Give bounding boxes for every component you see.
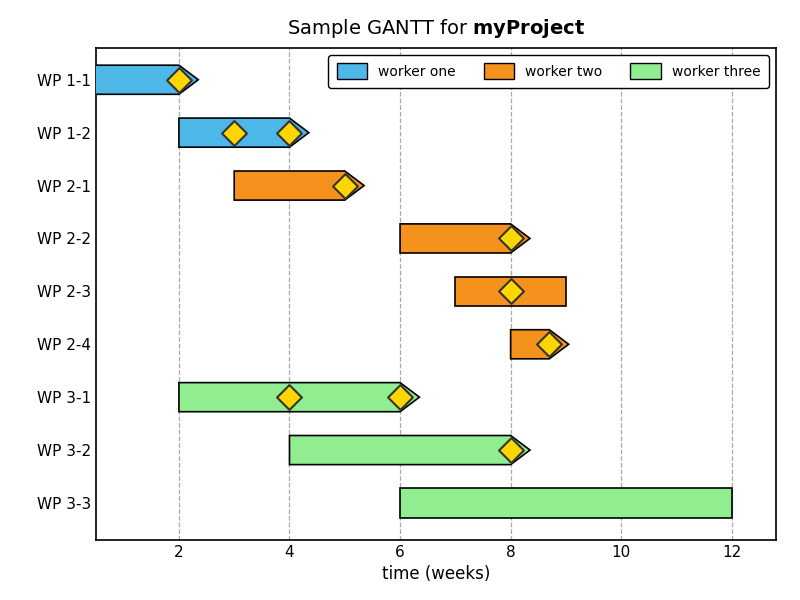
Point: [504, 233, 517, 243]
Point: [543, 340, 556, 349]
Title: Sample GANTT for $\bf{myProject}$: Sample GANTT for $\bf{myProject}$: [287, 17, 585, 40]
Point: [228, 128, 241, 137]
Point: [283, 128, 296, 137]
Polygon shape: [510, 330, 569, 359]
Point: [173, 75, 186, 85]
Point: [394, 392, 406, 402]
Polygon shape: [234, 171, 364, 200]
Point: [338, 181, 351, 190]
Polygon shape: [179, 118, 309, 147]
Polygon shape: [68, 65, 198, 94]
Polygon shape: [400, 224, 530, 253]
Polygon shape: [400, 488, 732, 518]
Polygon shape: [179, 383, 419, 412]
Point: [504, 445, 517, 455]
X-axis label: time (weeks): time (weeks): [382, 565, 490, 583]
Polygon shape: [455, 277, 566, 306]
Point: [283, 392, 296, 402]
Point: [504, 287, 517, 296]
Polygon shape: [290, 436, 530, 464]
Legend: worker one, worker two, worker three: worker one, worker two, worker three: [328, 55, 769, 88]
